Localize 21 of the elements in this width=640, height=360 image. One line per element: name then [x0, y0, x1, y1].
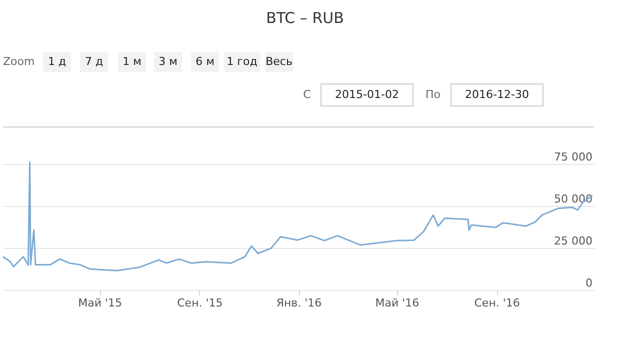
x-tick-label: Май '16: [375, 296, 420, 310]
y-tick-label: 75 000: [554, 150, 592, 164]
text: С: [303, 88, 312, 101]
text: 2015-01-02: [335, 88, 399, 101]
y-tick-label: 0: [586, 276, 592, 290]
text: 3 м: [158, 55, 178, 68]
text: 6 м: [196, 55, 214, 68]
chart-title: BTC – RUB: [266, 9, 344, 27]
x-tick-label: Май '15: [78, 296, 122, 310]
text: Zoom: [3, 55, 35, 68]
text: Весь: [266, 55, 292, 68]
y-tick-label: 25 000: [554, 234, 592, 248]
text: 1 м: [122, 55, 142, 68]
x-tick-label: Янв. '16: [276, 296, 322, 310]
text: 2016-12-30: [465, 88, 529, 101]
text: 1 д: [48, 55, 66, 68]
x-tick-label: Сен. '15: [177, 296, 223, 310]
text: По: [425, 88, 441, 101]
text: 7 д: [84, 55, 104, 68]
text: 1 год: [226, 55, 258, 68]
x-tick-label: Сен. '16: [474, 296, 520, 310]
